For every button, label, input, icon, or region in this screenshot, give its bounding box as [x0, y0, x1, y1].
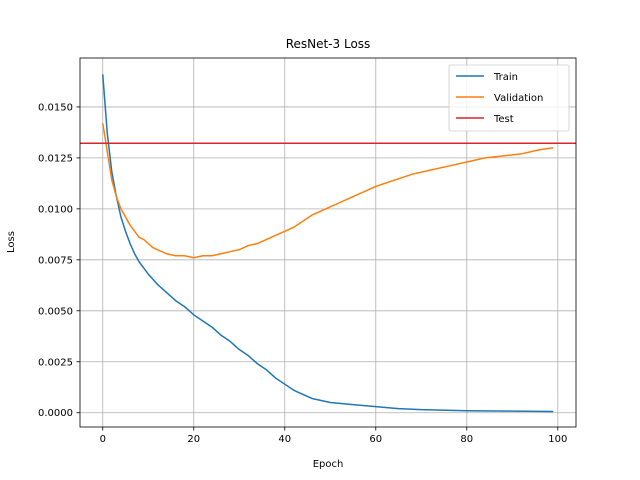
x-tick-label: 0: [100, 434, 106, 445]
y-axis-label: Loss: [6, 231, 17, 253]
grid: [80, 58, 576, 427]
legend-box: [448, 64, 570, 132]
axis-ticks: 0 20 40 60 80 100 0.0000 0.0025 0.0050 0.0075 0.01…: [38, 102, 567, 445]
x-tick-label: 60: [369, 434, 382, 445]
y-tick-label: 0.0025: [38, 357, 73, 368]
x-axis-label: Epoch: [313, 459, 344, 470]
legend: Train Validation Test: [448, 64, 570, 132]
y-tick-label: 0.0075: [38, 255, 73, 266]
plot-frame: [79, 57, 577, 428]
x-tick-label: 80: [460, 434, 473, 445]
y-tick-label: 0.0100: [38, 204, 73, 215]
series-line-validation: [102, 123, 554, 259]
y-tick-label: 0.0000: [38, 408, 73, 419]
x-tick-label: 40: [278, 434, 291, 445]
x-tick-label: 100: [548, 434, 567, 445]
x-tick-label: 20: [187, 434, 200, 445]
chart-title: ResNet-3 Loss: [286, 37, 371, 51]
legend-label-train: Train: [493, 72, 518, 83]
y-tick-label: 0.0125: [38, 153, 73, 164]
series-line-train: [102, 74, 554, 413]
legend-label-test: Test: [493, 114, 514, 125]
y-tick-label: 0.0150: [38, 102, 73, 113]
y-tick-label: 0.0050: [38, 306, 73, 317]
legend-label-validation: Validation: [494, 93, 543, 104]
series-lines: [80, 74, 576, 413]
